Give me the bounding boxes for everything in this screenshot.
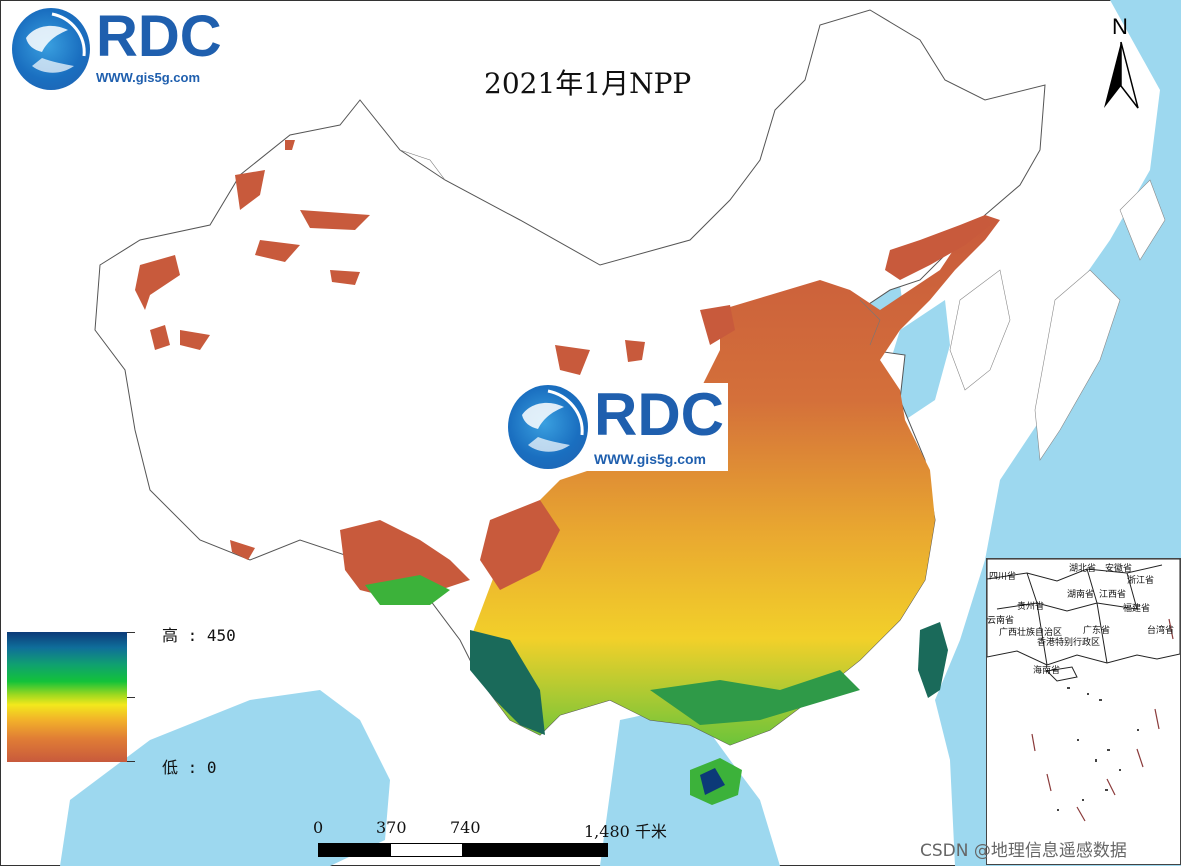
inset-label-guangdong: 广东省 [1083, 626, 1111, 636]
inset-label-hainan: 海南省 [1033, 666, 1061, 676]
legend-high-label: 高 : 450 [162, 626, 236, 645]
logo-center-word: RDC [594, 381, 724, 448]
scale-label-370: 370 [376, 818, 407, 837]
inset-label-hongkong: 香港特别行政区 [1037, 638, 1101, 648]
inner-boundaries [399, 149, 881, 346]
legend-tick [127, 632, 135, 633]
legend-color-ramp [7, 632, 127, 762]
north-arrow: N [1100, 14, 1144, 110]
legend-tick [127, 697, 135, 698]
scale-segment [318, 843, 391, 857]
inset-label-zhejiang: 浙江省 [1127, 576, 1155, 586]
scale-label-740: 740 [450, 818, 481, 837]
scale-label-1480: 1,480 千米 [584, 822, 667, 841]
inset-label-jiangxi: 江西省 [1099, 590, 1127, 600]
inset-label-guangxi: 广西壮族自治区 [999, 628, 1063, 638]
scale-label-0: 0 [313, 818, 324, 837]
north-arrow-icon [1104, 41, 1139, 109]
inset-label-taiwan: 台湾省 [1147, 626, 1175, 636]
inset-map-canvas [987, 559, 1180, 822]
inset-label-anhui: 安徽省 [1105, 564, 1133, 574]
logo-center-url: WWW.gis5g.com [594, 451, 706, 467]
scale-segment [462, 843, 608, 857]
inset-label-hunan: 湖南省 [1067, 590, 1095, 600]
inset-label-guizhou: 贵州省 [1017, 602, 1045, 612]
logo-center: RDC WWW.gis5g.com [504, 383, 728, 471]
logo-url: WWW.gis5g.com [96, 70, 200, 85]
scale-bar [318, 843, 608, 857]
globe-logo-icon [508, 385, 588, 469]
logo-top: RDC WWW.gis5g.com [12, 8, 222, 90]
scale-segment [390, 843, 463, 857]
inset-label-fujian: 福建省 [1123, 604, 1151, 614]
source-watermark: CSDN @地理信息遥感数据 [920, 841, 1127, 861]
neighbor-land [949, 179, 1166, 461]
logo-word: RDC [96, 4, 222, 69]
north-label: N [1112, 14, 1128, 39]
npp-raster [135, 140, 1000, 805]
legend-tick [127, 761, 135, 762]
map-title: 2021年1月NPP [484, 67, 692, 100]
inset-map: 四川省 湖北省 安徽省 浙江省 湖南省 江西省 贵州省 福建省 云南省 广西壮族… [986, 558, 1181, 865]
globe-logo-icon [12, 8, 90, 90]
inset-label-hubei: 湖北省 [1069, 564, 1097, 574]
legend-low-label: 低 : 0 [162, 758, 217, 777]
inset-label-sichuan: 四川省 [989, 572, 1017, 582]
inset-label-yunnan: 云南省 [987, 616, 1015, 626]
